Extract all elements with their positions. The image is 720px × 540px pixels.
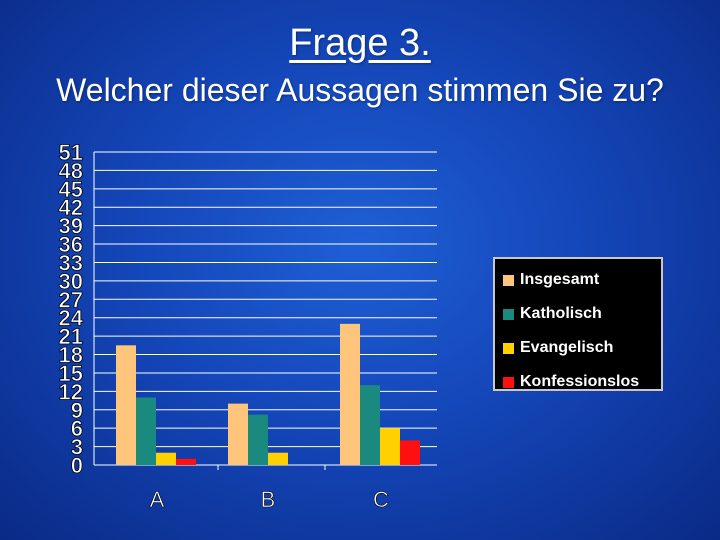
legend-label: Katholisch <box>520 305 602 322</box>
y-tick-label: 27 <box>59 287 83 312</box>
legend-swatch <box>503 308 514 320</box>
legend-label: Evangelisch <box>520 339 614 356</box>
y-tick-label: 12 <box>59 379 83 404</box>
x-tick-label: B <box>261 487 276 512</box>
y-tick-label: 51 <box>59 140 83 165</box>
y-tick-label: 15 <box>59 361 83 386</box>
y-tick-label: 21 <box>59 324 83 349</box>
bar-katholisch-c <box>360 385 380 465</box>
bar-evangelisch-c <box>380 428 400 465</box>
x-tick-label: C <box>373 487 389 512</box>
legend-swatch <box>503 274 514 286</box>
legend-label: Insgesamt <box>520 271 600 288</box>
chart-legend: Insgesamt Katholisch Evangelisch Konfession… <box>493 257 663 391</box>
legend-item: Insgesamt <box>503 263 653 297</box>
y-tick-label: 18 <box>59 343 83 368</box>
y-tick-label: 24 <box>59 306 84 331</box>
bar-evangelisch-a <box>156 452 176 465</box>
bar-insgesamt-c <box>340 323 360 465</box>
x-tick-label: A <box>150 487 165 512</box>
legend-item: Katholisch <box>503 297 653 331</box>
y-tick-label: 39 <box>59 214 83 239</box>
slide-title: Frage 3. <box>289 22 431 64</box>
legend-item: Konfessionslos <box>503 365 653 399</box>
y-tick-label: 42 <box>59 195 83 220</box>
y-tick-label: 0 <box>71 453 83 478</box>
y-tick-label: 9 <box>71 398 83 423</box>
slide-subtitle: Welcher dieser Aussagen stimmen Sie zu? <box>56 72 664 108</box>
x-axis-labels: A B C <box>149 487 389 513</box>
bars <box>116 323 420 465</box>
legend-swatch <box>503 376 514 388</box>
bar-konfessionslos-c <box>400 440 420 465</box>
y-tick-label: 48 <box>59 158 83 183</box>
legend-label: Konfessionslos <box>520 373 640 390</box>
legend-item: Evangelisch <box>503 331 653 365</box>
bar-insgesamt-a <box>116 345 136 465</box>
bar-katholisch-b <box>248 414 268 465</box>
y-tick-label: 3 <box>71 435 83 460</box>
y-tick-label: 45 <box>59 177 83 202</box>
bar-insgesamt-b <box>228 403 248 465</box>
bar-katholisch-a <box>136 397 156 465</box>
bar-konfessionslos-a <box>176 458 196 465</box>
legend-swatch <box>503 342 514 354</box>
bar-evangelisch-b <box>268 452 288 465</box>
y-tick-label: 33 <box>59 250 83 275</box>
y-tick-label: 6 <box>71 416 83 441</box>
y-tick-label: 30 <box>59 269 83 294</box>
y-tick-label: 36 <box>59 232 83 257</box>
